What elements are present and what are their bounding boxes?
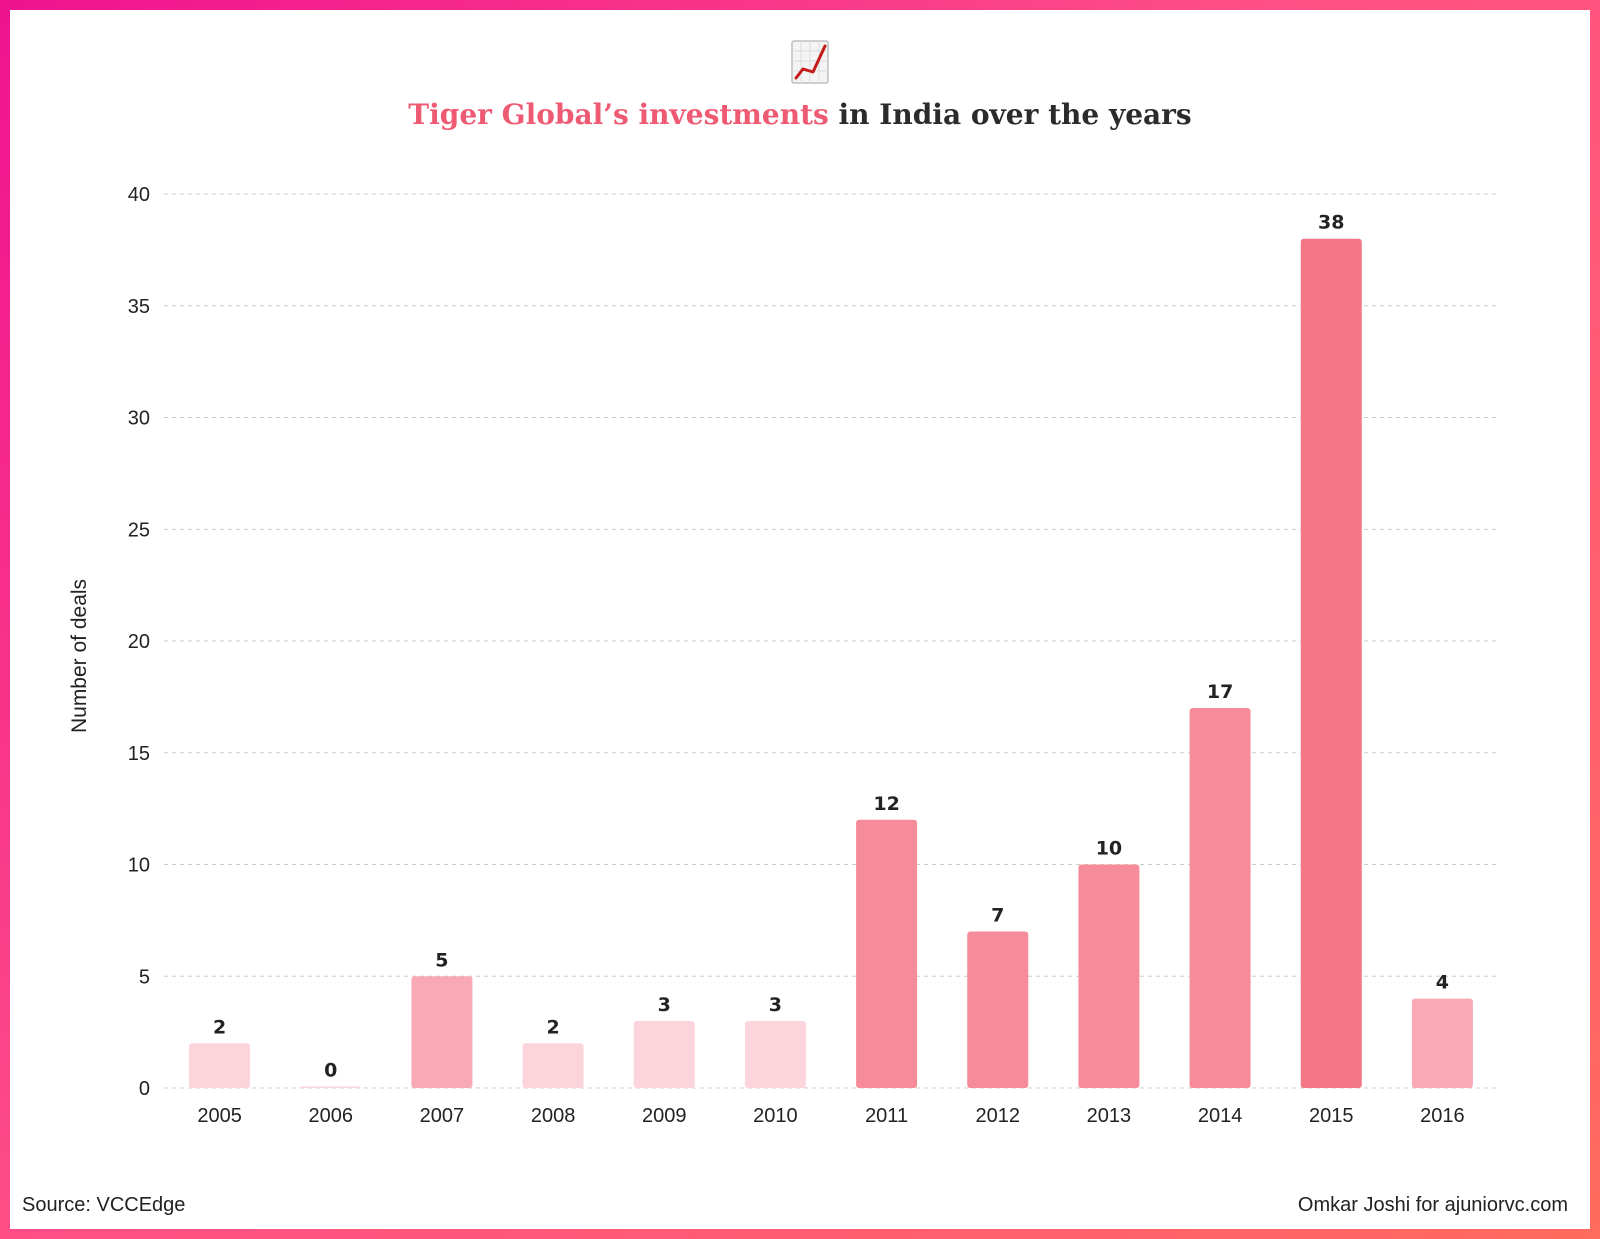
bar-2015 — [1300, 238, 1362, 1088]
y-tick-label: 5 — [139, 966, 150, 988]
y-tick-label: 0 — [139, 1078, 150, 1100]
data-label-2008: 2 — [546, 1016, 559, 1038]
x-tick-label-2008: 2008 — [531, 1105, 576, 1127]
data-label-2013: 10 — [1096, 838, 1122, 860]
y-axis-label: Number of deals — [68, 579, 91, 733]
bar-2007 — [411, 976, 473, 1088]
data-label-2007: 5 — [435, 949, 448, 971]
bar-2010 — [744, 1020, 806, 1088]
bar-2013 — [1078, 864, 1140, 1088]
bar-2012 — [967, 931, 1029, 1088]
bar-2014 — [1189, 708, 1251, 1088]
bar-2006 — [300, 1086, 362, 1088]
data-label-2011: 12 — [873, 793, 899, 815]
chart-title-accent: Tiger Global’s investments — [408, 98, 829, 131]
y-tick-label: 30 — [128, 408, 150, 430]
data-label-2016: 4 — [1436, 972, 1449, 994]
data-label-2015: 38 — [1318, 212, 1344, 234]
chart-card: Tiger Global’s investments in India over… — [10, 10, 1590, 1229]
y-tick-label: 35 — [128, 296, 150, 318]
y-tick-label: 40 — [128, 184, 150, 206]
x-tick-label-2006: 2006 — [309, 1105, 354, 1127]
data-label-2006: 0 — [324, 1060, 337, 1082]
bar-2008 — [522, 1043, 584, 1088]
source-note: Source: VCCEdge — [22, 1194, 186, 1216]
x-tick-label-2010: 2010 — [753, 1105, 798, 1127]
x-tick-label-2012: 2012 — [976, 1105, 1021, 1127]
x-tick-label-2015: 2015 — [1309, 1105, 1354, 1127]
x-tick-label-2014: 2014 — [1198, 1105, 1243, 1127]
chart-title: Tiger Global’s investments in India over… — [10, 98, 1590, 131]
x-tick-label-2016: 2016 — [1420, 1105, 1465, 1127]
y-tick-label: 20 — [128, 631, 150, 653]
y-tick-label: 15 — [128, 743, 150, 765]
y-tick-label: 25 — [128, 519, 150, 541]
bar-2005 — [189, 1043, 251, 1088]
x-tick-label-2007: 2007 — [420, 1105, 465, 1127]
chart-increasing-icon — [791, 40, 829, 84]
y-tick-label: 10 — [128, 855, 150, 877]
data-label-2010: 3 — [769, 994, 782, 1016]
x-tick-label-2009: 2009 — [642, 1105, 687, 1127]
data-label-2012: 7 — [991, 905, 1004, 927]
bar-2009 — [633, 1020, 695, 1088]
bar-2011 — [856, 819, 918, 1088]
data-label-2009: 3 — [658, 994, 671, 1016]
x-tick-label-2013: 2013 — [1087, 1105, 1132, 1127]
chart-title-rest: in India over the years — [828, 98, 1192, 131]
data-label-2005: 2 — [213, 1016, 226, 1038]
bar-2016 — [1411, 998, 1473, 1088]
x-tick-label-2011: 2011 — [865, 1105, 908, 1127]
credit-note: Omkar Joshi for ajuniorvc.com — [1297, 1194, 1568, 1216]
x-tick-label-2005: 2005 — [197, 1105, 242, 1127]
data-label-2014: 17 — [1207, 681, 1233, 703]
